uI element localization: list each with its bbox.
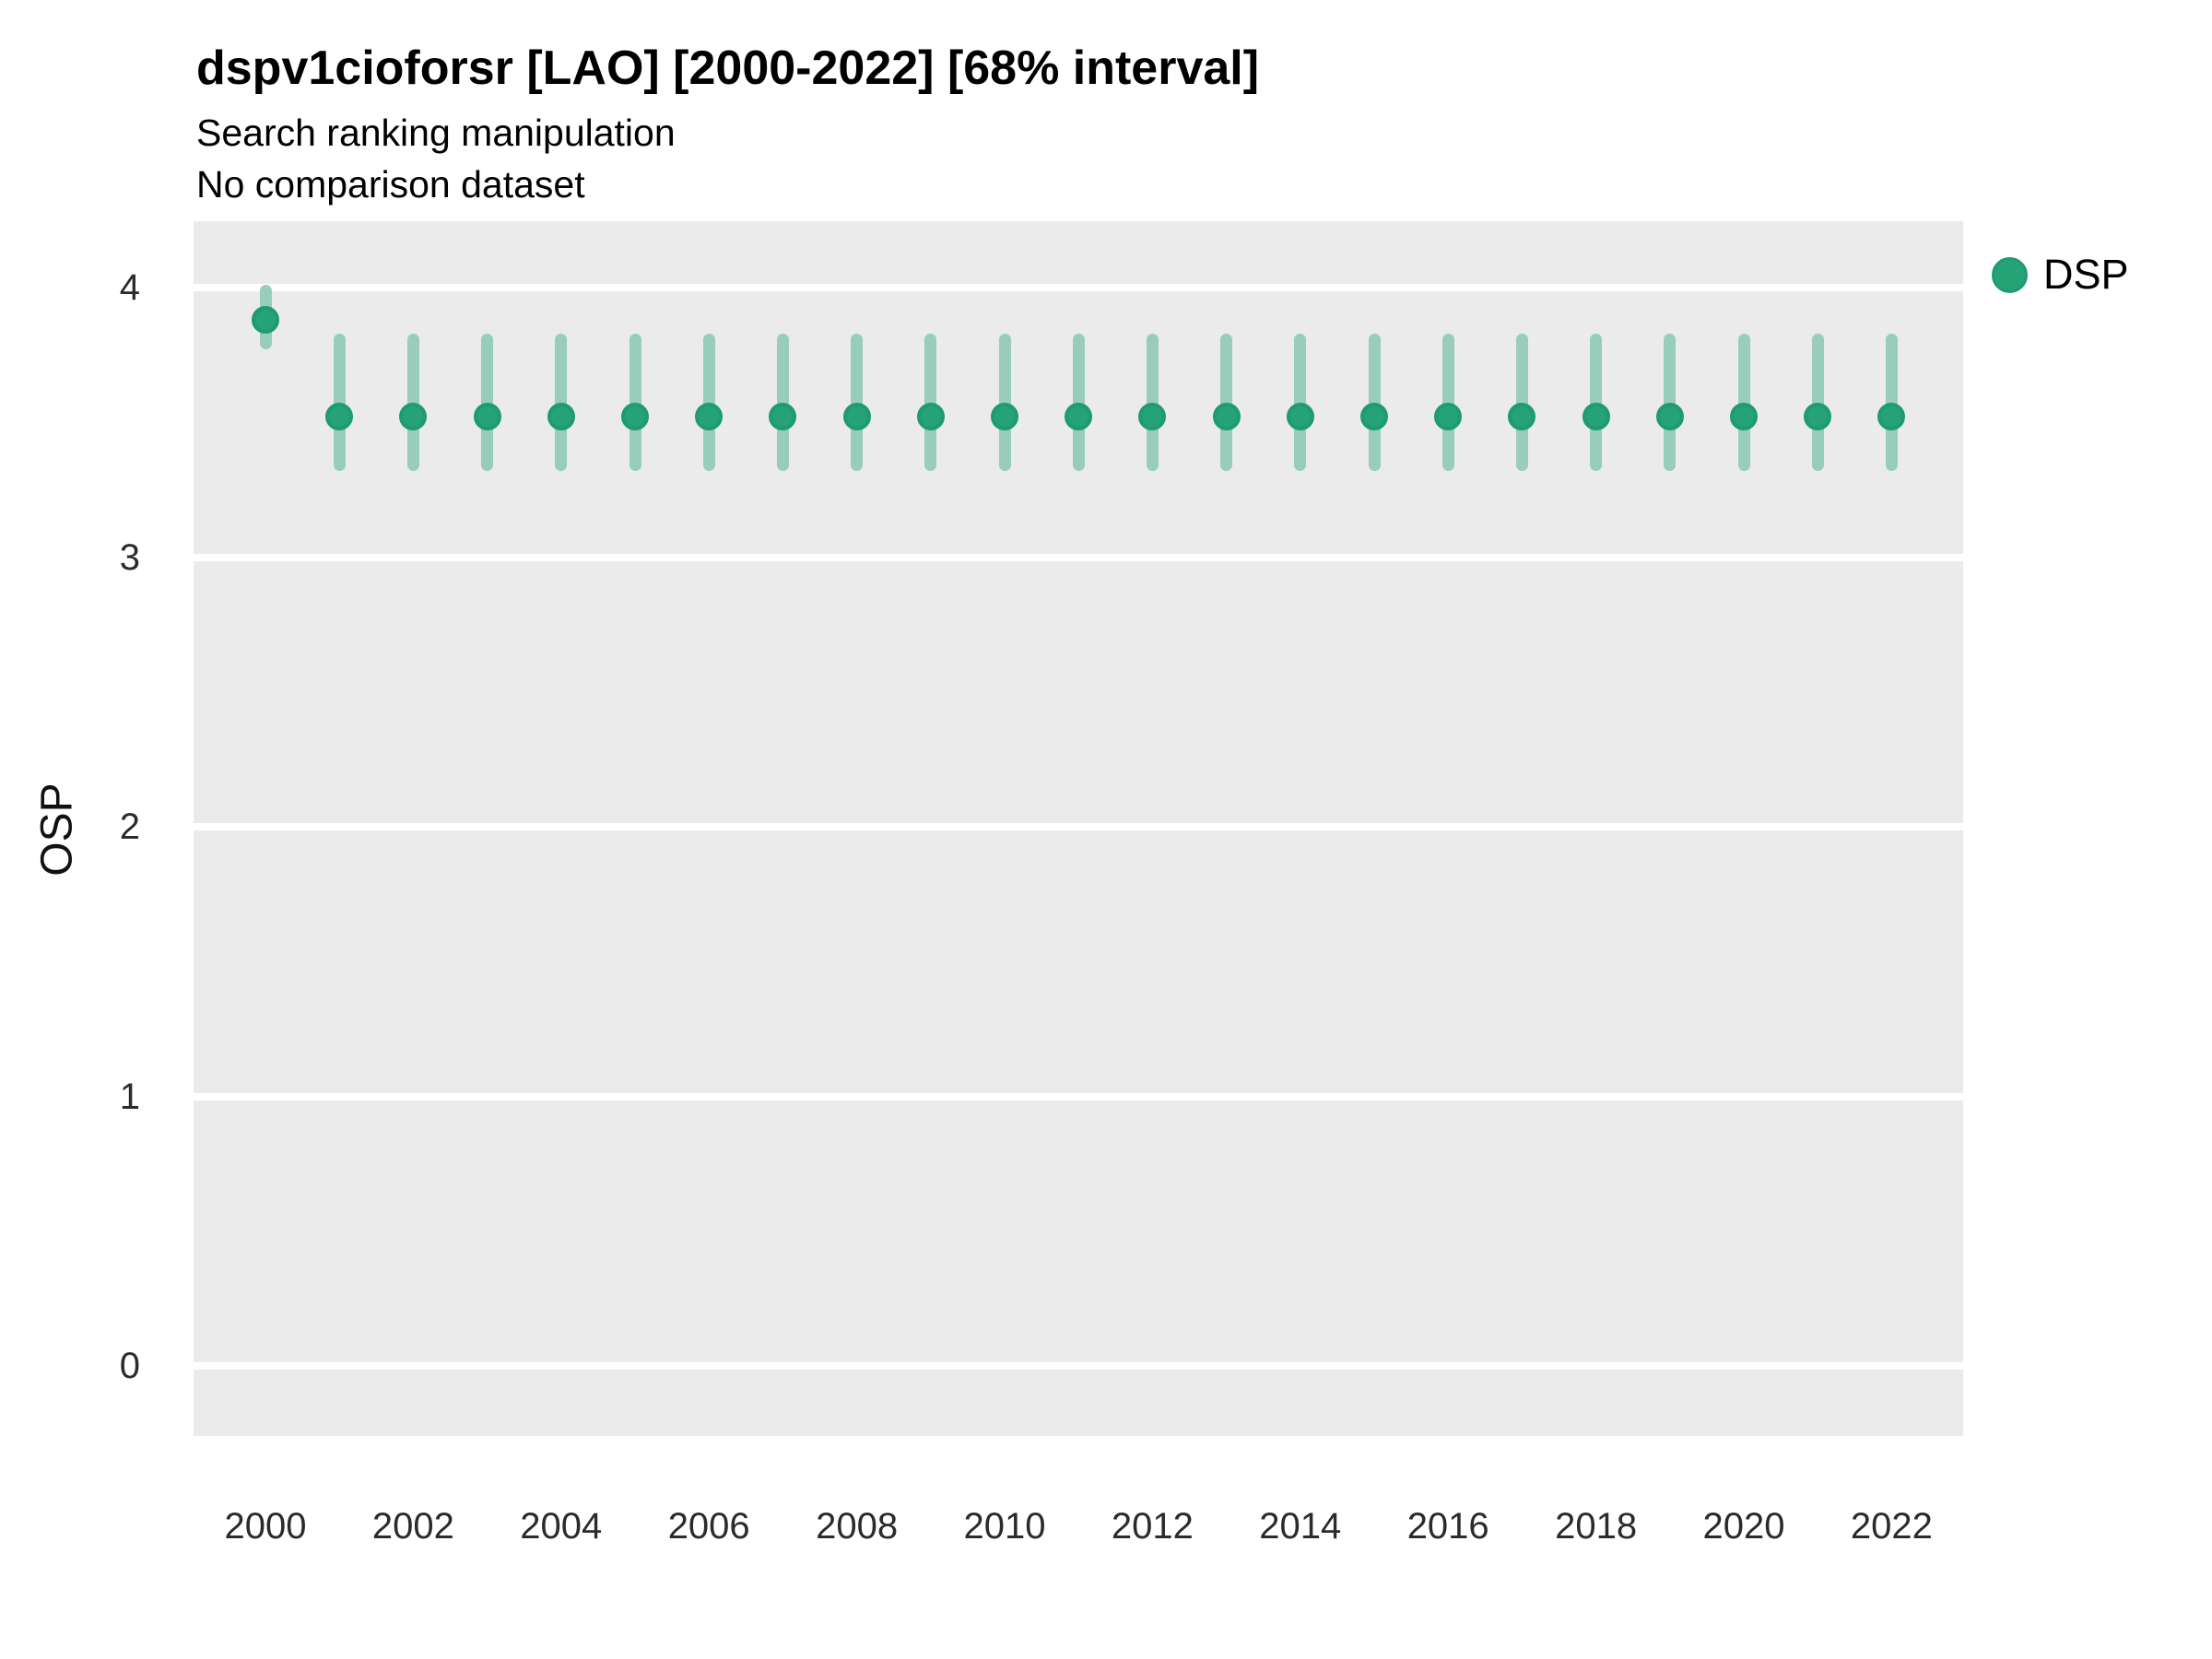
interval-bar xyxy=(1441,333,1454,471)
x-tick-label: 2006 xyxy=(667,1506,750,1547)
data-point xyxy=(621,403,649,431)
data-point xyxy=(1360,403,1388,431)
interval-bar xyxy=(1885,333,1898,471)
data-point xyxy=(1582,403,1610,431)
data-point xyxy=(1508,403,1536,431)
interval-bar xyxy=(1220,333,1233,471)
y-gridline xyxy=(194,1362,1963,1370)
y-tick-label: 4 xyxy=(119,267,140,308)
x-tick-label: 2018 xyxy=(1555,1506,1638,1547)
data-point xyxy=(769,403,797,431)
interval-bar xyxy=(555,333,568,471)
data-point xyxy=(842,403,871,431)
data-point xyxy=(547,403,575,431)
interval-bar xyxy=(406,333,419,471)
data-point xyxy=(916,403,945,431)
y-tick-label: 2 xyxy=(119,806,140,847)
data-point xyxy=(473,403,501,431)
data-point xyxy=(399,403,428,431)
data-point xyxy=(695,403,724,431)
data-point xyxy=(1655,403,1684,431)
y-tick-label: 1 xyxy=(119,1076,140,1117)
interval-bar xyxy=(998,333,1011,471)
interval-bar xyxy=(924,333,937,471)
interval-bar xyxy=(702,333,715,471)
data-point xyxy=(1434,403,1463,431)
data-point xyxy=(1138,403,1167,431)
data-point xyxy=(252,306,279,335)
x-tick-label: 2012 xyxy=(1111,1506,1194,1547)
interval-bar xyxy=(1590,333,1603,471)
data-point xyxy=(1065,403,1093,431)
data-point xyxy=(991,403,1018,431)
chart-title: dspv1cioforsr [LAO] [2000-2022] [68% int… xyxy=(196,41,1260,95)
interval-bar xyxy=(629,333,641,471)
data-point xyxy=(1212,403,1241,431)
interval-bar xyxy=(1368,333,1381,471)
y-tick-label: 0 xyxy=(119,1346,140,1386)
chart-subtitle: Search ranking manipulation xyxy=(196,112,676,154)
x-tick-label: 2014 xyxy=(1259,1506,1342,1547)
data-point xyxy=(325,403,354,431)
x-tick-label: 2002 xyxy=(371,1506,454,1547)
y-gridline xyxy=(194,1092,1963,1100)
x-tick-label: 2020 xyxy=(1702,1506,1785,1547)
chart-panel xyxy=(194,221,1963,1436)
interval-bar xyxy=(333,333,346,471)
interval-bar xyxy=(1146,333,1159,471)
y-tick-label: 3 xyxy=(119,536,140,578)
x-tick-label: 2022 xyxy=(1850,1506,1933,1547)
data-point xyxy=(1286,403,1314,431)
interval-bar xyxy=(1664,333,1677,471)
legend-series-label: DSP xyxy=(2043,251,2129,298)
interval-bar xyxy=(1072,333,1085,471)
chart-note: No comparison dataset xyxy=(196,163,585,206)
x-tick-label: 2010 xyxy=(963,1506,1046,1547)
interval-bar xyxy=(776,333,789,471)
interval-bar xyxy=(1737,333,1750,471)
legend: DSP xyxy=(1992,251,2129,299)
y-gridline xyxy=(194,553,1963,561)
legend-point-swatch xyxy=(1992,256,2028,293)
interval-bar xyxy=(481,333,494,471)
data-point xyxy=(1877,403,1906,431)
interval-bar xyxy=(851,333,864,471)
y-gridline xyxy=(194,284,1963,291)
interval-bar xyxy=(1294,333,1307,471)
interval-bar xyxy=(1515,333,1528,471)
x-tick-label: 2004 xyxy=(520,1506,603,1547)
x-tick-label: 2000 xyxy=(224,1506,307,1547)
x-tick-label: 2008 xyxy=(816,1506,899,1547)
data-point xyxy=(1730,403,1758,431)
interval-bar xyxy=(1811,333,1824,471)
data-point xyxy=(1804,403,1832,431)
y-gridline xyxy=(194,823,1963,830)
x-tick-label: 2016 xyxy=(1406,1506,1489,1547)
